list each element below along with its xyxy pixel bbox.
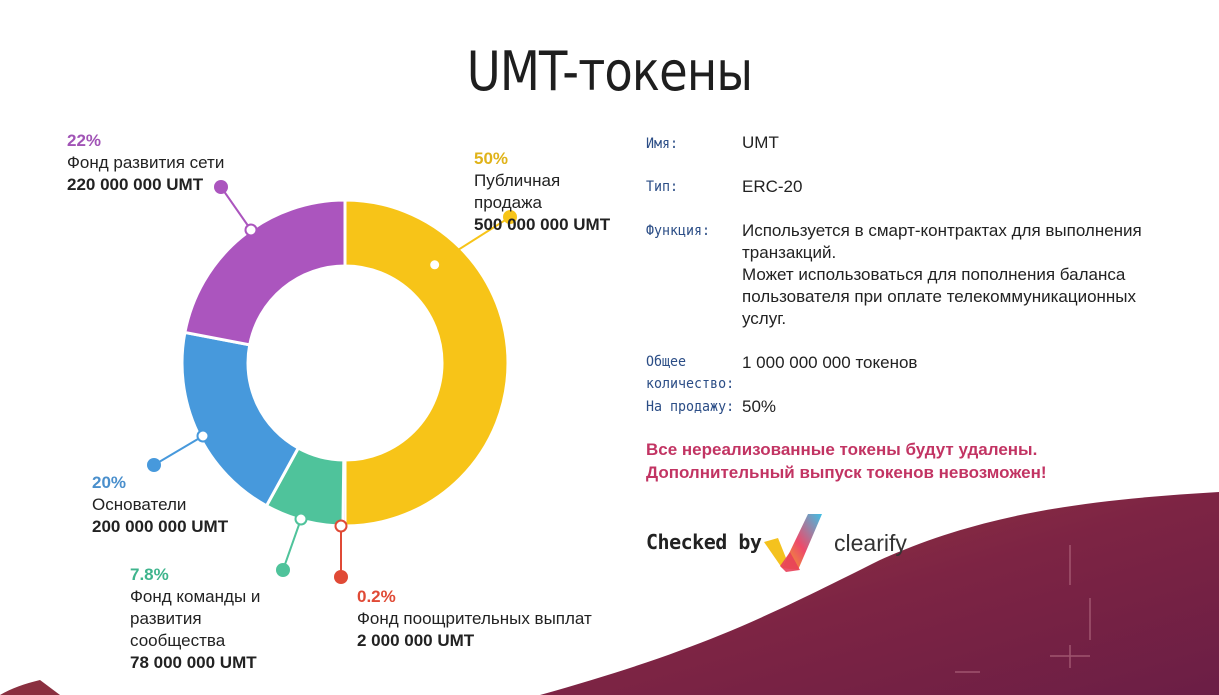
donut-slice-founders [180, 330, 301, 508]
label-network-fund-amount: 220 000 000 UMT [67, 175, 204, 194]
info-type-key: Тип: [646, 179, 679, 195]
leader-anchor-founders [196, 429, 210, 443]
checked-by-label: Checked by [646, 530, 762, 554]
label-public-sale-name-1: Публичная [474, 171, 561, 190]
leader-anchor-team-fund [294, 512, 308, 526]
info-total-key: Общее количество: [646, 351, 734, 395]
leader-dot-founders [147, 458, 161, 472]
label-team-fund-name-3: сообщества [130, 631, 226, 650]
leader-dot-incentive-fund [334, 570, 348, 584]
info-function-line: услуг. [742, 309, 787, 328]
info-function-line: Может использоваться для пополнения бала… [742, 265, 1126, 284]
info-function-value: Используется в смарт-контрактах для выпо… [742, 220, 1182, 330]
label-network-fund: 22% Фонд развития сети 220 000 000 UMT [67, 130, 224, 196]
label-network-fund-name: Фонд развития сети [67, 153, 225, 172]
page-title: UMT-токены [466, 40, 753, 103]
leader-dot-public-sale [503, 210, 517, 224]
info-total-key-line-2: количество: [646, 376, 735, 392]
label-incentive-fund-amount: 2 000 000 UMT [357, 631, 475, 650]
leader-line-founders [153, 435, 204, 466]
label-team-fund-pct: 7.8% [130, 565, 169, 584]
leader-line-network-fund [220, 186, 252, 231]
label-founders-amount: 200 000 000 UMT [92, 517, 229, 536]
info-name-key: Имя: [646, 136, 679, 152]
info-function-line: транзакций. [742, 243, 837, 262]
info-sale-value: 50% [742, 397, 777, 416]
label-public-sale: 50% Публичная продажа 500 000 000 UMT [474, 148, 610, 236]
label-public-sale-name-2: продажа [474, 193, 542, 212]
label-team-fund: 7.8% Фонд команды и развития сообщества … [130, 564, 260, 674]
clearify-brand: clearify [834, 530, 907, 556]
label-founders-name: Основатели [92, 495, 187, 514]
info-name-value: UMT [742, 133, 779, 152]
label-public-sale-amount: 500 000 000 UMT [474, 215, 611, 234]
label-incentive-fund-name: Фонд поощрительных выплат [357, 609, 592, 628]
label-team-fund-name-2: развития [130, 609, 202, 628]
info-total-value: 1 000 000 000 токенов [742, 353, 918, 372]
leader-line-public-sale [434, 216, 511, 266]
label-network-fund-pct: 22% [67, 131, 102, 150]
info-function-line: пользователя при оплате телекоммуникацио… [742, 287, 1137, 306]
label-team-fund-amount: 78 000 000 UMT [130, 653, 257, 672]
clearify-logo-icon [764, 514, 822, 572]
warning-line-1: Все нереализованные токены будут удалены… [646, 440, 1038, 459]
label-founders-pct: 20% [92, 473, 127, 492]
donut-slice-public-sale [343, 198, 510, 528]
label-public-sale-pct: 50% [474, 149, 509, 168]
info-function-key: Функция: [646, 223, 711, 239]
label-team-fund-name-1: Фонд команды и [130, 587, 261, 606]
leader-line-team-fund [282, 518, 302, 571]
donut-slice-network-fund [183, 198, 347, 347]
leader-anchor-public-sale [428, 258, 442, 272]
info-type-value: ERC-20 [742, 177, 803, 196]
leader-dot-team-fund [276, 563, 290, 577]
label-incentive-fund-pct: 0.2% [357, 587, 396, 606]
info-sale-key: На продажу: [646, 399, 735, 415]
label-founders: 20% Основатели 200 000 000 UMT [92, 472, 228, 538]
leader-dot-network-fund [214, 180, 228, 194]
leader-anchor-network-fund [244, 223, 258, 237]
info-function-line: Используется в смарт-контрактах для выпо… [742, 221, 1142, 240]
label-incentive-fund: 0.2% Фонд поощрительных выплат 2 000 000… [357, 586, 592, 652]
warning-line-2: Дополнительный выпуск токенов невозможен… [646, 463, 1047, 482]
warning-text: Все нереализованные токены будут удалены… [646, 438, 1047, 484]
info-total-key-line-1: Общее [646, 354, 687, 370]
leader-anchor-incentive-fund [334, 519, 348, 533]
